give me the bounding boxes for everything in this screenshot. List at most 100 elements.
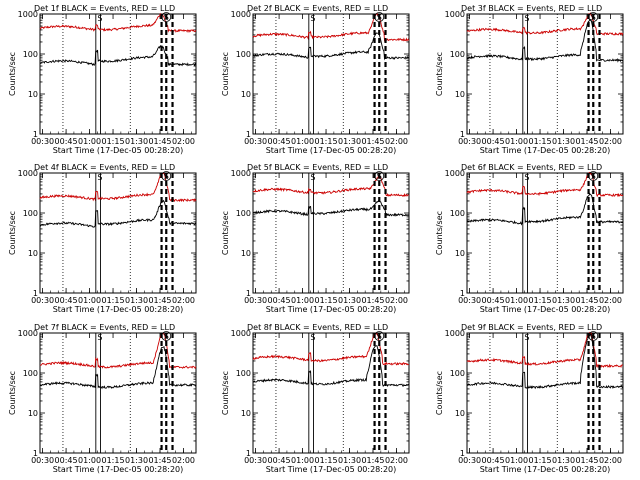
x-tick-label: 01:00	[505, 456, 528, 465]
x-axis-label: Start Time (17-Dec-05 00:28:20)	[480, 146, 611, 155]
panel-3: Det 3f BLACK = Events, RED = LLD 1 10 100 10…	[435, 4, 624, 155]
y-tick-label: 1000	[18, 10, 38, 19]
x-tick-label: 00:30	[244, 137, 267, 146]
series-lld-line	[466, 12, 624, 36]
x-tick-label: 00:30	[458, 137, 481, 146]
panel-title: Det 4f BLACK = Events, RED = LLD	[34, 163, 175, 172]
x-axis-label: Start Time (17-Dec-05 00:28:20)	[266, 465, 397, 474]
x-tick-label: 00:45	[482, 296, 505, 305]
y-tick-label: 1	[460, 130, 465, 139]
y-tick-label: 10	[28, 249, 38, 258]
y-tick-label: 1000	[18, 329, 38, 338]
x-tick-label: 01:00	[505, 137, 528, 146]
x-tick-label: 01:30	[125, 137, 148, 146]
plot-frame	[252, 172, 410, 294]
x-tick-label: 01:00	[291, 296, 314, 305]
y-axis-label: Counts/sec	[8, 52, 17, 96]
y-tick-label: 1	[460, 449, 465, 458]
series-events-line	[39, 345, 197, 390]
x-tick-label: 00:45	[268, 296, 291, 305]
x-axis-label: Start Time (17-Dec-05 00:28:20)	[266, 146, 397, 155]
x-tick-label: 00:45	[55, 456, 78, 465]
y-tick-label: 1	[246, 130, 251, 139]
plot-frame	[39, 332, 197, 454]
y-axis-label: Counts/sec	[435, 52, 444, 96]
flag-label: S	[164, 13, 169, 22]
x-tick-label: 01:15	[315, 296, 338, 305]
x-tick-label: 02:00	[172, 296, 195, 305]
y-tick-label: 1	[460, 289, 465, 298]
x-axis-label: Start Time (17-Dec-05 00:28:20)	[53, 305, 184, 314]
x-tick-label: 01:30	[125, 296, 148, 305]
series-events-line	[466, 18, 623, 63]
flag-circle	[588, 171, 599, 181]
plot-frame	[39, 13, 197, 135]
panel-7: Det 7f BLACK = Events, RED = LLD 1 10 100 10…	[8, 323, 197, 474]
y-tick-label: 1	[246, 449, 251, 458]
flag-label: S	[310, 173, 315, 182]
x-tick-label: 00:30	[31, 296, 54, 305]
flag-label: S	[164, 172, 169, 181]
series-lld-line	[466, 331, 623, 369]
x-tick-label: 01:00	[505, 296, 528, 305]
x-tick-label: 02:00	[599, 456, 622, 465]
x-tick-label: 01:00	[78, 456, 101, 465]
flag-circle	[374, 12, 385, 22]
panel-title: Det 9f BLACK = Events, RED = LLD	[461, 323, 602, 332]
y-tick-label: 1000	[231, 169, 251, 178]
x-tick-label: 02:00	[599, 296, 622, 305]
plot-frame	[466, 332, 624, 454]
x-tick-label: 00:30	[244, 296, 267, 305]
y-tick-label: 1000	[18, 169, 38, 178]
x-axis-label: Start Time (17-Dec-05 00:28:20)	[266, 305, 397, 314]
plot-frame	[252, 332, 410, 454]
flag-label: S	[97, 333, 102, 342]
y-tick-label: 10	[455, 409, 465, 418]
x-tick-label: 01:30	[552, 296, 575, 305]
x-tick-label: 01:00	[291, 137, 314, 146]
panel-title: Det 8f BLACK = Events, RED = LLD	[247, 323, 388, 332]
panel-title: Det 3f BLACK = Events, RED = LLD	[461, 4, 602, 13]
x-axis-label: Start Time (17-Dec-05 00:28:20)	[480, 465, 611, 474]
y-axis-label: Counts/sec	[221, 371, 230, 415]
x-tick-label: 01:00	[78, 137, 101, 146]
x-tick-label: 00:30	[458, 296, 481, 305]
y-tick-label: 1000	[445, 169, 465, 178]
flag-label: S	[164, 332, 169, 341]
flag-circle	[374, 171, 385, 181]
x-axis-label: Start Time (17-Dec-05 00:28:20)	[480, 305, 611, 314]
panel-4: Det 4f BLACK = Events, RED = LLD 1 10 100 10…	[8, 163, 197, 314]
panel-5: Det 5f BLACK = Events, RED = LLD 1 10 100 10…	[221, 163, 410, 314]
x-tick-label: 00:30	[244, 456, 267, 465]
x-tick-label: 01:45	[148, 296, 171, 305]
x-tick-label: 01:15	[529, 137, 552, 146]
flag-circle	[161, 331, 172, 341]
x-tick-label: 02:00	[599, 137, 622, 146]
x-tick-label: 01:00	[291, 456, 314, 465]
x-tick-label: 00:30	[458, 456, 481, 465]
y-tick-label: 100	[450, 50, 465, 59]
x-tick-label: 01:45	[361, 296, 384, 305]
plot-frame	[39, 172, 197, 294]
series-lld-line	[39, 172, 197, 203]
x-tick-label: 02:00	[385, 456, 408, 465]
flag-label: S	[377, 172, 382, 181]
x-tick-label: 00:45	[482, 137, 505, 146]
flag-circle	[588, 331, 599, 341]
y-tick-label: 100	[23, 50, 38, 59]
x-tick-label: 00:45	[268, 137, 291, 146]
flag-label: S	[524, 333, 529, 342]
series-events-line	[39, 44, 197, 67]
series-lld-line	[39, 332, 197, 369]
series-lld-line	[252, 12, 410, 42]
x-tick-label: 01:30	[338, 456, 361, 465]
x-tick-label: 02:00	[385, 137, 408, 146]
series-events-line	[253, 199, 409, 217]
x-tick-label: 01:45	[361, 456, 384, 465]
flag-label: S	[591, 332, 596, 341]
flag-label: S	[591, 13, 596, 22]
series-lld-line	[252, 332, 409, 366]
x-tick-label: 01:30	[552, 456, 575, 465]
y-tick-label: 1	[33, 130, 38, 139]
y-axis-label: Counts/sec	[435, 211, 444, 255]
